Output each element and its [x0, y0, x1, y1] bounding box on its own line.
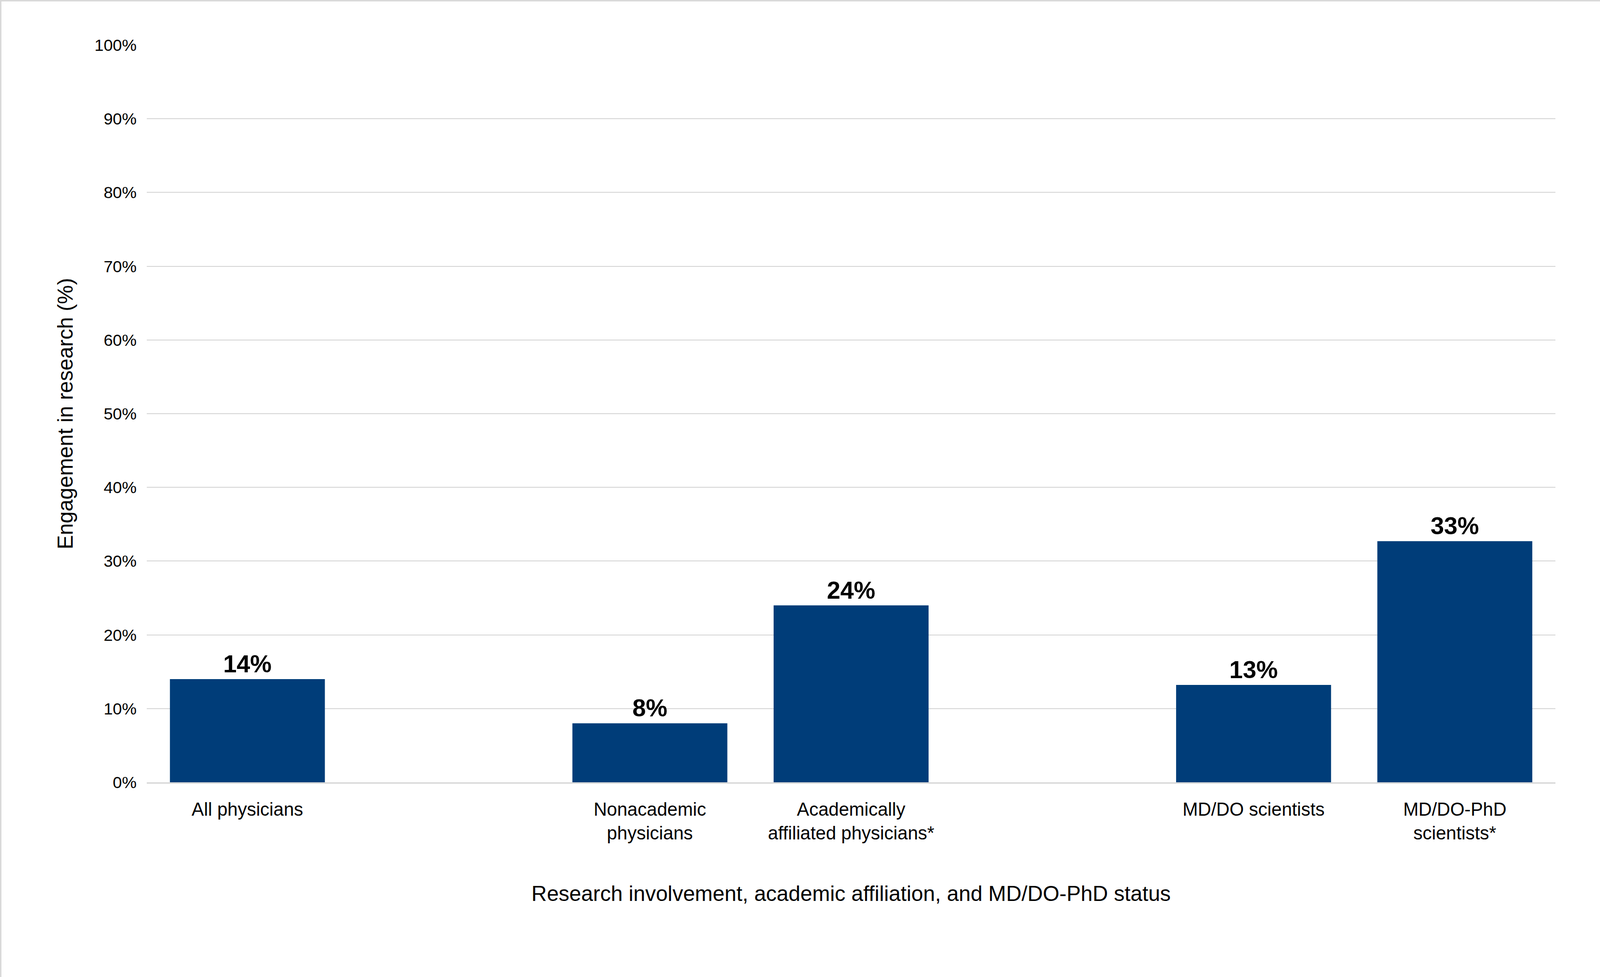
svg-text:Academicallyaffiliated physici: Academicallyaffiliated physicians*	[767, 799, 935, 844]
svg-text:90%: 90%	[103, 109, 137, 128]
svg-text:60%: 60%	[103, 330, 137, 350]
svg-text:100%: 100%	[94, 35, 137, 55]
svg-text:MD/DO-PhDscientists*: MD/DO-PhDscientists*	[1403, 799, 1507, 844]
svg-text:8%: 8%	[632, 694, 668, 722]
svg-text:40%: 40%	[103, 478, 137, 497]
svg-text:10%: 10%	[103, 699, 137, 718]
svg-text:Research involvement, academic: Research involvement, academic affiliati…	[531, 881, 1171, 906]
svg-text:13%: 13%	[1229, 656, 1278, 684]
svg-text:80%: 80%	[103, 183, 137, 202]
svg-text:33%: 33%	[1430, 512, 1479, 540]
svg-text:24%: 24%	[826, 576, 876, 605]
svg-text:30%: 30%	[103, 551, 137, 571]
svg-text:14%: 14%	[223, 650, 272, 678]
svg-text:Engagement in research (%): Engagement in research (%)	[53, 278, 78, 550]
svg-text:All physicians: All physicians	[191, 799, 304, 820]
svg-text:Nonacademicphysicians: Nonacademicphysicians	[593, 799, 706, 844]
svg-text:70%: 70%	[103, 257, 137, 276]
svg-text:50%: 50%	[103, 404, 137, 423]
svg-text:MD/DO scientists: MD/DO scientists	[1182, 799, 1325, 820]
svg-text:0%: 0%	[112, 773, 137, 792]
svg-text:20%: 20%	[103, 625, 137, 645]
